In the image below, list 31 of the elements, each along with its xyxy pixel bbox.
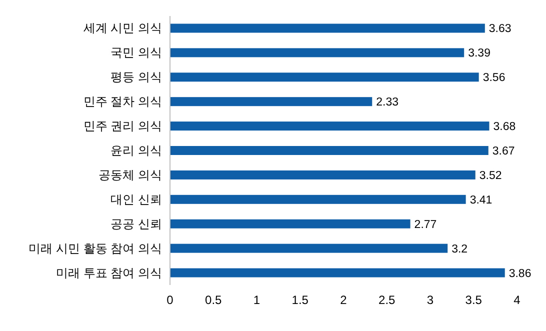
x-tick-label: 2.5	[378, 293, 396, 307]
x-tick-label: 2	[340, 293, 348, 307]
y-tick-label: 공공 신뢰	[110, 216, 162, 231]
data-label: 2.33	[376, 96, 399, 109]
x-tick-label: 0	[166, 293, 174, 307]
data-label: 3.41	[470, 194, 492, 206]
data-label: 3.2	[452, 243, 468, 256]
y-tick-label: 미래 투표 참여 의식	[56, 266, 162, 280]
y-tick-label: 윤리 의식	[110, 144, 162, 158]
y-tick-label: 공동체 의식	[98, 168, 162, 182]
data-label: 3.86	[508, 268, 532, 280]
data-label: 3.68	[493, 121, 516, 134]
y-tick-label: 세계 시민 의식	[83, 21, 162, 36]
data-label: 3.39	[468, 48, 490, 60]
y-tick-label: 민주 권리 의식	[83, 119, 162, 134]
data-label: 3.67	[492, 146, 515, 158]
x-tick-label: 3	[426, 293, 434, 307]
x-tick-label: 1.5	[292, 293, 309, 307]
x-tick-label: 0.5	[205, 293, 222, 307]
data-label: 2.77	[414, 218, 437, 231]
data-label: 3.52	[479, 170, 502, 182]
y-tick-label: 국민 의식	[110, 46, 162, 60]
y-tick-label: 민주 절차 의식	[83, 94, 162, 109]
y-tick-label: 대인 신뢰	[110, 192, 162, 206]
y-tick-label: 평등 의식	[110, 70, 162, 84]
data-label: 3.56	[482, 72, 506, 84]
y-tick-label: 미래 시민 활동 참여 의식	[28, 241, 162, 256]
x-tick-label: 1	[253, 293, 260, 307]
data-label: 3.63	[488, 23, 512, 36]
x-tick-label: 3.5	[465, 293, 482, 307]
x-tick-label: 4	[514, 293, 521, 307]
